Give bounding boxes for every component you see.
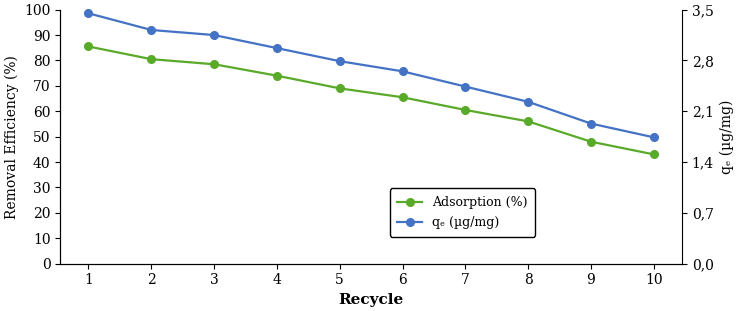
Adsorption (%)	[587, 140, 596, 144]
qₑ (µg/mg)	[84, 12, 93, 15]
Adsorption (%)	[398, 95, 407, 99]
Adsorption (%)	[335, 86, 344, 90]
Y-axis label: qₑ (µg/mg): qₑ (µg/mg)	[720, 100, 734, 174]
qₑ (µg/mg)	[272, 46, 281, 50]
Adsorption (%)	[272, 74, 281, 77]
qₑ (µg/mg)	[147, 28, 156, 32]
Adsorption (%)	[524, 119, 533, 123]
Adsorption (%)	[147, 57, 156, 61]
qₑ (µg/mg)	[461, 85, 470, 88]
X-axis label: Recycle: Recycle	[339, 293, 404, 307]
qₑ (µg/mg)	[524, 100, 533, 104]
Line: qₑ (µg/mg): qₑ (µg/mg)	[85, 9, 658, 141]
Adsorption (%)	[84, 44, 93, 48]
Adsorption (%)	[649, 152, 658, 156]
qₑ (µg/mg)	[587, 122, 596, 125]
qₑ (µg/mg)	[335, 59, 344, 63]
Adsorption (%)	[210, 63, 218, 66]
Legend: Adsorption (%), qₑ (µg/mg): Adsorption (%), qₑ (µg/mg)	[390, 188, 535, 237]
qₑ (µg/mg)	[398, 69, 407, 73]
Line: Adsorption (%): Adsorption (%)	[85, 43, 658, 158]
Y-axis label: Removal Efficiency (%): Removal Efficiency (%)	[4, 55, 18, 219]
qₑ (µg/mg)	[210, 33, 218, 37]
qₑ (µg/mg)	[649, 136, 658, 139]
Adsorption (%)	[461, 108, 470, 112]
